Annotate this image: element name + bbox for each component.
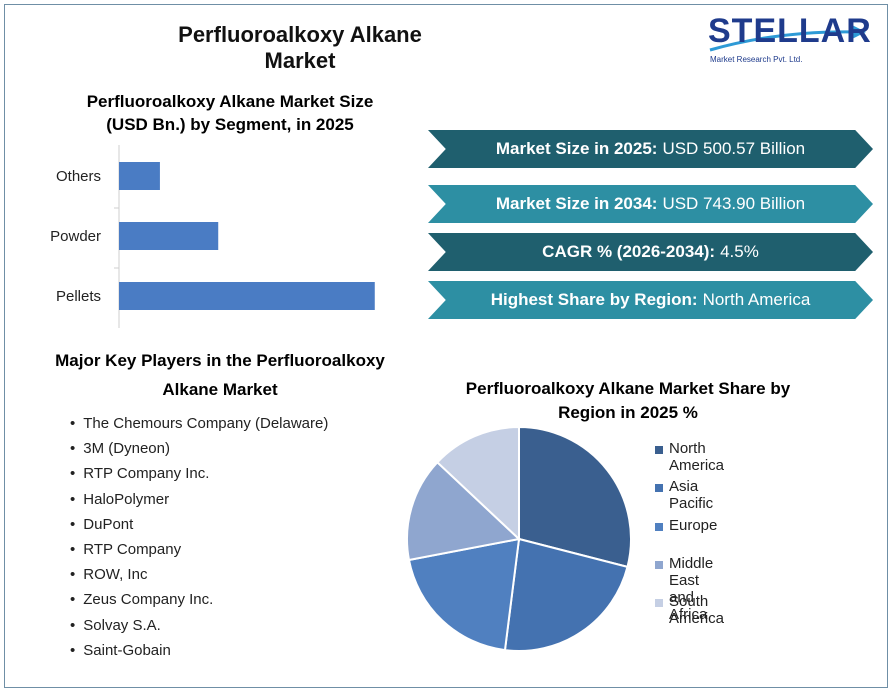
key-player-item: Solvay S.A. — [70, 613, 328, 638]
banner-cagr: CAGR % (2026-2034): 4.5% — [428, 233, 873, 271]
key-player-item: ROW, Inc — [70, 562, 328, 587]
pie-chart-title-line1: Perfluoroalkoxy Alkane Market Share by — [465, 379, 791, 398]
banner-market-size-2025: Market Size in 2025: USD 500.57 Billion — [428, 130, 873, 168]
infographic-frame — [4, 4, 888, 688]
region-pie-chart — [406, 425, 632, 652]
bar-chart-title: Perfluoroalkoxy Alkane Market Size (USD … — [60, 90, 400, 136]
legend-label: North America — [669, 440, 725, 474]
legend-swatch — [655, 560, 663, 569]
banner-value: North America — [702, 290, 811, 309]
legend-swatch — [655, 522, 663, 531]
logo-swoosh-icon — [709, 24, 866, 52]
key-player-item: RTP Company Inc. — [70, 461, 328, 486]
legend-label: Europe — [669, 516, 718, 534]
bar-chart-title-line1: Perfluoroalkoxy Alkane Market Size — [86, 92, 374, 111]
pie-slice-asia-pacific — [503, 537, 629, 652]
stellar-logo: STELLAR Market Research Pvt. Ltd. — [700, 10, 872, 70]
bar-chart-title-line2: (USD Bn.) by Segment, in 2025 — [106, 115, 354, 134]
key-players-title: Major Key Players in the Perfluoroalkoxy… — [40, 346, 400, 404]
banner-label: Highest Share by Region: — [490, 290, 698, 309]
legend-label: Asia Pacific — [669, 478, 714, 513]
legend-swatch — [655, 484, 663, 493]
pie-chart-title-line2: Region in 2025 % — [558, 403, 698, 422]
logo-name: STELLAR — [708, 12, 872, 50]
logo-tagline: Market Research Pvt. Ltd. — [710, 55, 803, 64]
key-player-item: RTP Company — [70, 537, 328, 562]
pie-slice-north-america — [518, 425, 632, 569]
bar-category-label: Pellets — [56, 288, 101, 305]
bar-others — [119, 162, 160, 190]
key-players-title-line1: Major Key Players in the Perfluoroalkoxy — [55, 351, 385, 370]
key-player-item: Saint-Gobain — [70, 638, 328, 663]
banner-label: Market Size in 2025: — [495, 139, 658, 158]
key-player-item: DuPont — [70, 512, 328, 537]
banner-value: 4.5% — [720, 242, 759, 261]
legend-label: Middle East and Africa — [669, 554, 714, 623]
bar-category-label: Others — [56, 168, 101, 185]
banner-value: USD 743.90 Billion — [662, 194, 806, 213]
legend-label: South America — [669, 593, 725, 628]
bar-powder — [119, 222, 219, 250]
pie-slice-europe — [407, 537, 521, 652]
banner-market-size-2034: Market Size in 2034: USD 743.90 Billion — [428, 185, 873, 223]
bar-category-label: Powder — [50, 228, 101, 245]
banner-highest-share-region: Highest Share by Region: North America — [428, 281, 873, 319]
pie-chart-title: Perfluoroalkoxy Alkane Market Share by R… — [440, 377, 816, 425]
banner-value: USD 500.57 Billion — [662, 139, 806, 158]
bar-pellets — [119, 282, 375, 310]
key-player-item: Zeus Company Inc. — [70, 587, 328, 612]
banner-label: Market Size in 2034: — [495, 194, 658, 213]
pie-slice-south-america — [435, 425, 520, 542]
banner-label: CAGR % (2026-2034): — [542, 242, 716, 261]
legend-swatch — [655, 599, 663, 608]
segment-bar-chart: Others Powder Pellets — [50, 145, 375, 328]
key-players-title-line2: Alkane Market — [162, 380, 278, 399]
page-title: Perfluoroalkoxy Alkane Market — [178, 22, 422, 73]
key-player-item: HaloPolymer — [70, 487, 328, 512]
key-players-list: The Chemours Company (Delaware)3M (Dyneo… — [70, 411, 328, 663]
legend-swatch — [655, 446, 663, 454]
key-player-item: 3M (Dyneon) — [70, 436, 328, 461]
key-player-item: The Chemours Company (Delaware) — [70, 411, 328, 436]
pie-slice-middle-east-and-africa — [406, 460, 522, 562]
